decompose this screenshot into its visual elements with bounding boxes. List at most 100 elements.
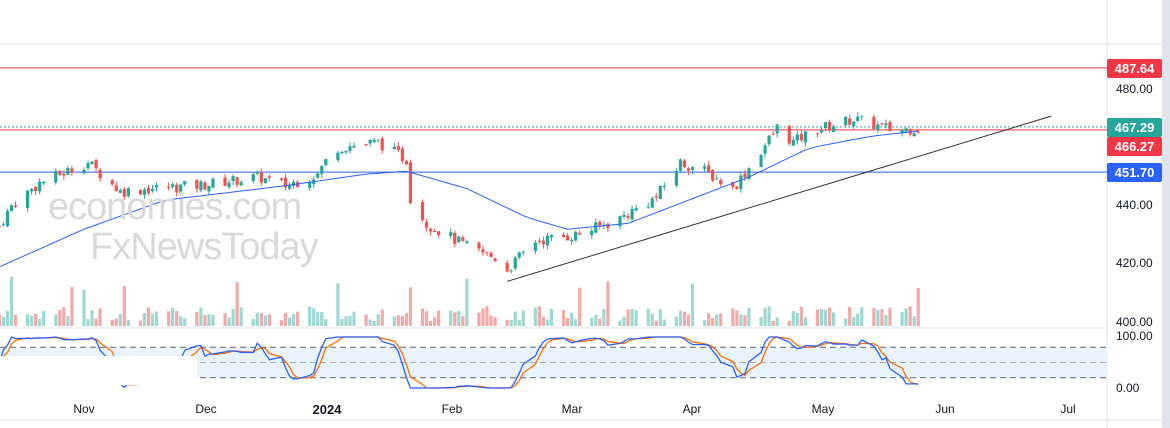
volume-bar — [799, 306, 803, 326]
volume-bar — [626, 309, 630, 326]
volume-bar — [650, 313, 654, 326]
date-tick: Feb — [441, 402, 463, 416]
volume-bar — [489, 315, 493, 326]
volume-bar — [179, 316, 183, 326]
candle-body — [590, 230, 594, 236]
date-tick: Apr — [682, 402, 702, 416]
candle-body — [38, 181, 42, 192]
candle-body — [860, 115, 864, 117]
candle-body — [453, 232, 457, 244]
volume-bar — [904, 308, 908, 326]
candle-body — [650, 198, 654, 208]
volume-bar — [167, 311, 171, 326]
volume-bar — [509, 319, 513, 326]
candle-body — [114, 185, 118, 192]
volume-bar — [235, 282, 239, 326]
volume-bar — [279, 320, 284, 326]
volume-bar — [880, 309, 884, 326]
volume-bar — [34, 313, 38, 326]
volume-bar — [545, 319, 550, 326]
volume-bar — [767, 306, 771, 326]
scrollbar[interactable] — [1162, 0, 1170, 428]
candle-body — [352, 145, 356, 148]
volume-bar — [775, 317, 779, 326]
candle-body — [912, 133, 916, 137]
candle-body — [561, 234, 566, 238]
volume-bar — [90, 310, 94, 326]
volume-bar — [146, 307, 151, 326]
volume-bar — [743, 315, 747, 326]
volume-bar — [408, 287, 413, 326]
volume-bar — [283, 312, 288, 326]
volume-bar — [505, 319, 509, 326]
candle-body — [90, 161, 94, 165]
stoch-tick: 100.00 — [1116, 329, 1153, 343]
volume-bar — [549, 308, 554, 326]
volume-bar — [227, 317, 231, 326]
volume-bar — [183, 318, 187, 326]
volume-bar — [876, 310, 880, 326]
candle-body — [674, 170, 679, 186]
volume-bar — [715, 314, 719, 326]
candle-body — [207, 185, 211, 192]
volume-bar — [703, 320, 707, 326]
candle-body — [324, 158, 328, 166]
volume-bar — [211, 315, 215, 326]
candle-body — [138, 190, 143, 195]
moving-average-line — [0, 130, 919, 268]
candle-body — [0, 226, 1, 228]
volume-bar — [344, 316, 348, 326]
candle-body — [167, 186, 171, 189]
candle-body — [368, 140, 372, 144]
candle-body — [686, 168, 691, 171]
volume-bar — [578, 287, 582, 326]
volume-bar — [731, 308, 735, 326]
candle-body — [703, 166, 707, 169]
volume-bar — [291, 313, 296, 326]
trendline — [507, 115, 1052, 282]
candle-body — [94, 159, 98, 168]
candle-body — [831, 126, 836, 132]
candle-body — [408, 162, 413, 204]
price-tick: 420.00 — [1116, 256, 1153, 270]
candle-body — [227, 182, 231, 188]
volume-bar — [364, 314, 368, 326]
volume-bar — [231, 308, 235, 326]
candle-body — [380, 138, 384, 151]
volume-bar — [537, 306, 541, 326]
candle-body — [505, 262, 509, 272]
candle-body — [570, 239, 574, 242]
watermark-fxnewstoday: FxNewsToday — [90, 226, 319, 268]
candle-body — [348, 146, 352, 151]
overlay-box — [0, 356, 197, 385]
candle-body — [9, 205, 14, 211]
volume-bar — [856, 313, 860, 326]
candle-body — [392, 146, 396, 149]
candle-body — [477, 242, 481, 249]
watermark-economies: economies.com — [48, 186, 302, 228]
candle-body — [763, 145, 767, 154]
candle-body — [239, 181, 243, 186]
volume-bar — [823, 309, 828, 326]
candle-body — [819, 130, 824, 133]
volume-bar — [566, 317, 570, 326]
candle-body — [533, 242, 537, 251]
volume-bar — [110, 320, 114, 326]
volume-bar — [400, 315, 404, 326]
volume-bar — [852, 316, 856, 326]
candle-body — [578, 232, 582, 235]
volume-bar — [433, 317, 437, 326]
candle-body — [795, 134, 799, 141]
volume-bar — [787, 320, 791, 326]
volume-bar — [465, 278, 469, 326]
candle-body — [739, 175, 743, 189]
volume-bar — [207, 314, 211, 326]
volume-bar — [711, 318, 715, 326]
volume-bar — [606, 281, 610, 326]
volume-bar — [352, 311, 356, 326]
candle-body — [364, 144, 368, 146]
candle-body — [509, 270, 513, 272]
volume-bar — [295, 311, 300, 326]
